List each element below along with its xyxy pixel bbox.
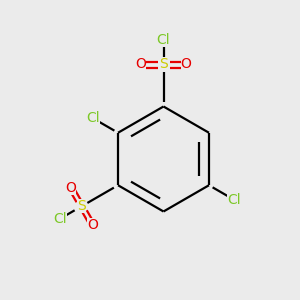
Text: O: O [65, 181, 76, 194]
Text: O: O [87, 218, 98, 232]
Text: O: O [181, 58, 191, 71]
Text: Cl: Cl [227, 193, 241, 206]
Text: S: S [159, 58, 168, 71]
Text: Cl: Cl [86, 112, 100, 125]
Text: S: S [77, 199, 86, 213]
Text: O: O [136, 58, 146, 71]
Text: Cl: Cl [157, 33, 170, 47]
Text: Cl: Cl [53, 212, 67, 226]
